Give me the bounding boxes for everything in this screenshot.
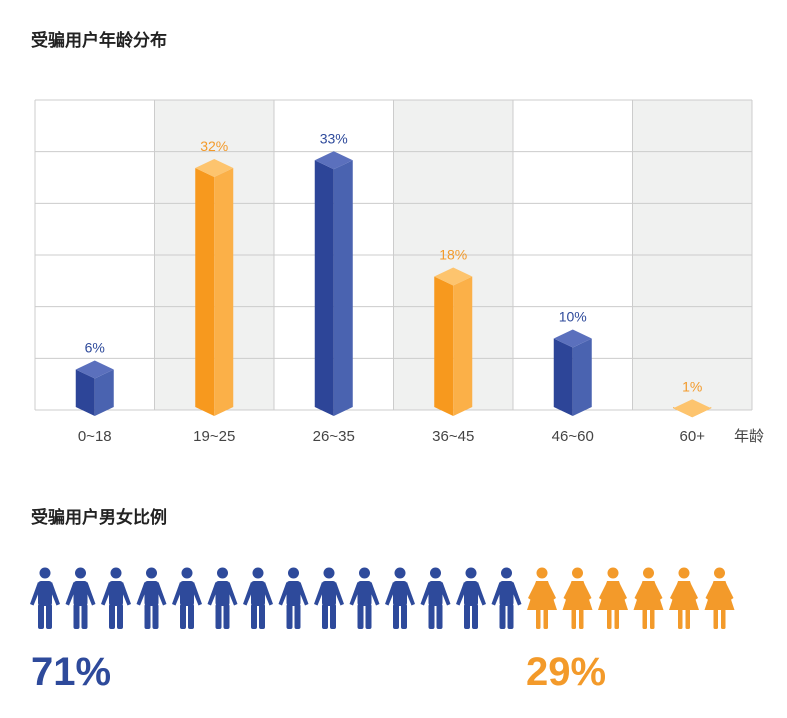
chart-bars [75, 151, 712, 418]
bar-46~60 [553, 329, 592, 416]
male-person-icon [243, 567, 273, 629]
bar-side-face [572, 338, 592, 416]
x-tick-label: 0~18 [78, 428, 112, 445]
bar-front-face [553, 338, 573, 416]
female-person-icon [562, 567, 593, 629]
male-person-icon [456, 567, 486, 629]
value-label: 33% [320, 130, 348, 146]
bar-front-face [195, 168, 215, 416]
bar-top-face [195, 159, 234, 177]
bar-side-face [94, 369, 114, 416]
value-label: 18% [439, 247, 467, 263]
value-label: 10% [559, 309, 587, 325]
bar-36~45 [434, 267, 473, 416]
bar-0~18 [75, 360, 114, 416]
gender-pictogram [30, 567, 735, 629]
x-tick-label: 26~35 [313, 428, 355, 445]
value-label: 32% [200, 138, 228, 154]
bar-top-face [553, 329, 592, 348]
x-axis-label: 年龄 [734, 427, 764, 445]
male-person-icon [136, 567, 167, 629]
chart-gridlines [34, 99, 753, 411]
male-person-icon [30, 567, 60, 629]
male-person-icon [349, 567, 380, 629]
chart-value-labels: 6% 32% 33% 18% 10% 1% [85, 130, 703, 394]
x-tick-label: 19~25 [193, 428, 235, 445]
female-percentage: 29% [526, 650, 607, 694]
male-person-icon [278, 567, 309, 629]
x-tick-label: 46~60 [552, 428, 594, 445]
female-person-icon [633, 567, 664, 629]
bar-19~25 [195, 159, 234, 416]
bar-top-face [434, 267, 473, 286]
male-person-icon [65, 567, 96, 629]
bar-side-face [453, 276, 473, 416]
male-person-icon [491, 567, 522, 629]
male-person-icon [314, 567, 344, 629]
male-person-icon [420, 567, 451, 629]
value-label: 1% [682, 378, 702, 394]
bar-top-face [75, 360, 114, 379]
male-percentage: 71% [31, 650, 112, 694]
male-person-icon [207, 567, 238, 629]
x-tick-label: 36~45 [432, 428, 474, 445]
male-person-icon [385, 567, 415, 629]
female-person-icon [704, 567, 735, 629]
bar-top-face [314, 151, 353, 170]
bar-60+ [673, 399, 712, 418]
x-tick-label: 60+ [680, 428, 706, 445]
bar-26~35 [314, 151, 353, 416]
bar-front-face [434, 276, 454, 416]
female-person-icon [669, 567, 699, 629]
male-person-icon [172, 567, 202, 629]
age-bar-chart: 6% 32% 33% 18% 10% 1% 0~18 19~25 26~35 36~45 46~6… [34, 99, 764, 445]
bar-side-face [214, 168, 234, 416]
age-chart-title: 受骗用户年龄分布 [31, 31, 167, 51]
gender-chart-title: 受骗用户男女比例 [31, 508, 167, 528]
bar-side-face [333, 160, 353, 416]
female-person-icon [598, 567, 628, 629]
value-label: 6% [85, 340, 105, 356]
female-person-icon [527, 567, 557, 629]
male-person-icon [101, 567, 131, 629]
bar-top-face [673, 399, 712, 418]
bar-front-face [75, 369, 95, 416]
chart-x-ticks: 0~18 19~25 26~35 36~45 46~60 60+ [78, 428, 705, 445]
bar-front-face [314, 160, 334, 416]
